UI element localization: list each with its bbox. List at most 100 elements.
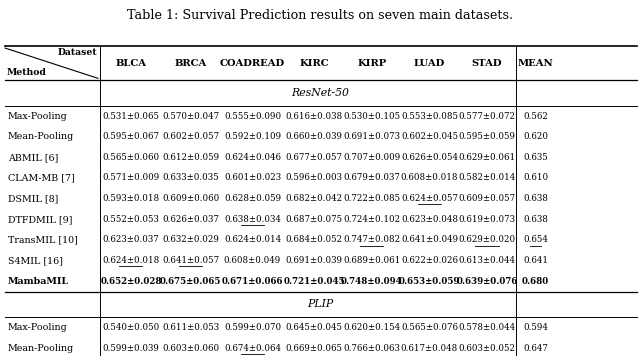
Text: 0.540±0.050: 0.540±0.050 [102,323,159,332]
Text: 0.620±0.154: 0.620±0.154 [343,323,401,332]
Text: 0.603±0.060: 0.603±0.060 [162,344,220,353]
Text: 0.638: 0.638 [524,194,548,203]
Text: 0.595±0.059: 0.595±0.059 [458,132,516,141]
Text: 0.553±0.085: 0.553±0.085 [401,111,458,121]
Text: 0.691±0.073: 0.691±0.073 [343,132,401,141]
Text: 0.582±0.014: 0.582±0.014 [458,173,516,183]
Text: 0.682±0.042: 0.682±0.042 [285,194,343,203]
Text: 0.679±0.037: 0.679±0.037 [344,173,400,183]
Text: 0.747±0.082: 0.747±0.082 [343,235,401,245]
Text: 0.612±0.059: 0.612±0.059 [162,153,220,162]
Text: 0.674±0.064: 0.674±0.064 [224,344,281,353]
Text: 0.645±0.045: 0.645±0.045 [285,323,343,332]
Text: Max-Pooling: Max-Pooling [8,111,67,121]
Text: LUAD: LUAD [414,59,445,68]
Text: 0.594: 0.594 [524,323,548,332]
Text: 0.608±0.049: 0.608±0.049 [224,256,281,265]
Text: 0.624±0.014: 0.624±0.014 [224,235,281,245]
Text: 0.652±0.028: 0.652±0.028 [100,277,162,286]
Text: 0.617±0.048: 0.617±0.048 [401,344,458,353]
Text: Table 1: Survival Prediction results on seven main datasets.: Table 1: Survival Prediction results on … [127,9,513,22]
Text: 0.599±0.070: 0.599±0.070 [224,323,281,332]
Text: 0.609±0.057: 0.609±0.057 [458,194,516,203]
Text: 0.593±0.018: 0.593±0.018 [102,194,159,203]
Text: COADREAD: COADREAD [220,59,285,68]
Text: 0.570±0.047: 0.570±0.047 [162,111,220,121]
Text: 0.671±0.066: 0.671±0.066 [221,277,284,286]
Text: KIRC: KIRC [300,59,329,68]
Text: 0.611±0.053: 0.611±0.053 [162,323,220,332]
Text: 0.565±0.076: 0.565±0.076 [401,323,458,332]
Text: 0.601±0.023: 0.601±0.023 [224,173,281,183]
Text: 0.603±0.052: 0.603±0.052 [458,344,516,353]
Text: 0.629±0.061: 0.629±0.061 [458,153,516,162]
Text: 0.599±0.039: 0.599±0.039 [102,344,159,353]
Text: 0.641: 0.641 [523,256,548,265]
Text: Max-Pooling: Max-Pooling [8,323,67,332]
Text: 0.562: 0.562 [524,111,548,121]
Text: 0.641±0.057: 0.641±0.057 [162,256,220,265]
Text: 0.633±0.035: 0.633±0.035 [163,173,219,183]
Text: ABMIL [6]: ABMIL [6] [8,153,58,162]
Text: 0.626±0.054: 0.626±0.054 [401,153,458,162]
Text: 0.626±0.037: 0.626±0.037 [163,215,219,224]
Text: TransMIL [10]: TransMIL [10] [8,235,77,245]
Text: 0.608±0.018: 0.608±0.018 [401,173,458,183]
Text: BRCA: BRCA [175,59,207,68]
Text: 0.653±0.059: 0.653±0.059 [399,277,460,286]
Text: 0.623±0.037: 0.623±0.037 [102,235,159,245]
Text: 0.766±0.063: 0.766±0.063 [344,344,400,353]
Text: 0.578±0.044: 0.578±0.044 [458,323,516,332]
Text: 0.677±0.057: 0.677±0.057 [285,153,343,162]
Text: 0.724±0.102: 0.724±0.102 [343,215,401,224]
Text: 0.669±0.065: 0.669±0.065 [285,344,343,353]
Text: 0.619±0.073: 0.619±0.073 [458,215,516,224]
Text: KIRP: KIRP [357,59,387,68]
Text: 0.602±0.045: 0.602±0.045 [401,132,458,141]
Text: 0.691±0.039: 0.691±0.039 [285,256,343,265]
Text: 0.596±0.003: 0.596±0.003 [285,173,343,183]
Text: 0.610: 0.610 [523,173,548,183]
Text: 0.680: 0.680 [522,277,549,286]
Text: 0.595±0.067: 0.595±0.067 [102,132,159,141]
Text: 0.638: 0.638 [524,215,548,224]
Text: S4MIL [16]: S4MIL [16] [8,256,63,265]
Text: CLAM-MB [7]: CLAM-MB [7] [8,173,74,183]
Text: 0.707±0.009: 0.707±0.009 [343,153,401,162]
Text: 0.620: 0.620 [523,132,548,141]
Text: STAD: STAD [472,59,502,68]
Text: Mean-Pooling: Mean-Pooling [8,344,74,353]
Text: 0.654: 0.654 [524,235,548,245]
Text: 0.721±0.045: 0.721±0.045 [284,277,345,286]
Text: 0.531±0.065: 0.531±0.065 [102,111,159,121]
Text: 0.592±0.109: 0.592±0.109 [224,132,281,141]
Text: 0.687±0.075: 0.687±0.075 [285,215,343,224]
Text: 0.722±0.085: 0.722±0.085 [343,194,401,203]
Text: DTFDMIL [9]: DTFDMIL [9] [8,215,72,224]
Text: 0.624±0.046: 0.624±0.046 [224,153,281,162]
Text: 0.624±0.057: 0.624±0.057 [401,194,458,203]
Text: 0.641±0.049: 0.641±0.049 [401,235,458,245]
Text: 0.565±0.060: 0.565±0.060 [102,153,159,162]
Text: DSMIL [8]: DSMIL [8] [8,194,58,203]
Text: 0.616±0.038: 0.616±0.038 [285,111,343,121]
Text: 0.623±0.048: 0.623±0.048 [401,215,458,224]
Text: MambaMIL: MambaMIL [8,277,69,286]
Text: 0.639±0.076: 0.639±0.076 [456,277,518,286]
Text: 0.622±0.026: 0.622±0.026 [401,256,458,265]
Text: 0.602±0.057: 0.602±0.057 [162,132,220,141]
Text: 0.577±0.072: 0.577±0.072 [458,111,516,121]
Text: 0.647: 0.647 [524,344,548,353]
Text: 0.613±0.044: 0.613±0.044 [458,256,516,265]
Text: Mean-Pooling: Mean-Pooling [8,132,74,141]
Text: BLCA: BLCA [115,59,147,68]
Text: 0.624±0.018: 0.624±0.018 [102,256,159,265]
Text: 0.660±0.039: 0.660±0.039 [285,132,343,141]
Text: 0.748±0.094: 0.748±0.094 [341,277,403,286]
Text: Dataset: Dataset [57,48,97,57]
Text: 0.684±0.052: 0.684±0.052 [285,235,343,245]
Text: 0.635: 0.635 [524,153,548,162]
Text: 0.629±0.020: 0.629±0.020 [458,235,516,245]
Text: 0.555±0.090: 0.555±0.090 [224,111,281,121]
Text: 0.609±0.060: 0.609±0.060 [162,194,220,203]
